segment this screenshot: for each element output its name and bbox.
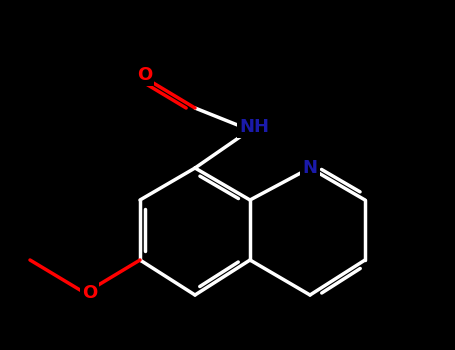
Text: O: O [82,284,97,302]
Text: O: O [137,66,152,84]
Text: N: N [303,159,318,177]
Text: NH: NH [239,118,269,135]
